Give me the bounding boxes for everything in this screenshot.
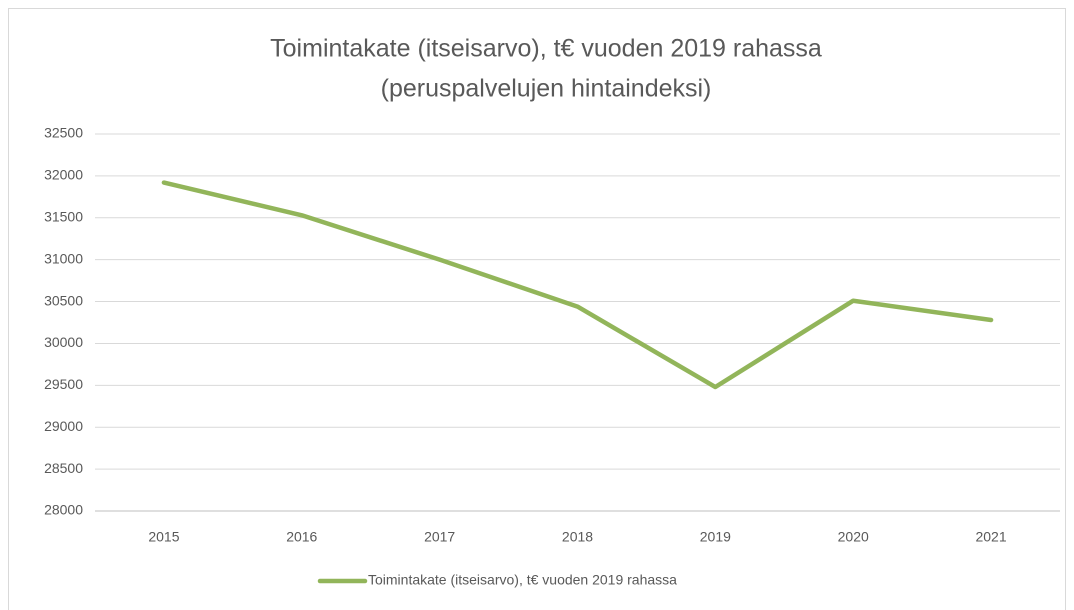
y-tick-label: 32000 [44,167,83,183]
y-tick-label: 30500 [44,292,83,308]
legend-label: Toimintakate (itseisarvo), t€ vuoden 201… [368,572,677,588]
x-tick-label: 2017 [424,529,455,545]
y-tick-label: 31500 [44,208,83,224]
x-tick-label: 2016 [286,529,317,545]
x-tick-label: 2021 [975,529,1006,545]
x-tick-label: 2015 [148,529,179,545]
x-tick-label: 2020 [838,529,869,545]
y-tick-label: 29000 [44,418,83,434]
y-tick-label: 30000 [44,334,83,350]
chart-title: Toimintakate (itseisarvo), t€ vuoden 201… [270,35,822,63]
chart-title: (peruspalvelujen hintaindeksi) [381,75,712,103]
y-tick-label: 31000 [44,250,83,266]
x-tick-label: 2019 [700,529,731,545]
chart-border [8,8,1066,610]
y-tick-label: 28000 [44,502,83,518]
data-line [161,180,994,390]
y-tick-label: 29500 [44,376,83,392]
x-tick-label: 2018 [562,529,593,545]
y-tick-label: 32500 [44,125,83,141]
y-tick-label: 28500 [44,460,83,476]
